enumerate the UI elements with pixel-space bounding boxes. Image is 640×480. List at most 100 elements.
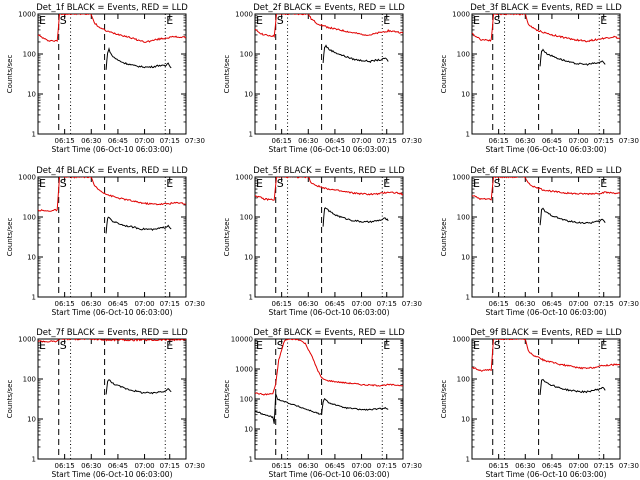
y-axis-label: Counts/sec (223, 218, 231, 257)
interval-flag: E (473, 14, 480, 27)
panel-title: Det_5f BLACK = Events, RED = LLD (253, 166, 405, 176)
panel-6: Det_6f BLACK = Events, RED = LLD 1 10 100 10… (440, 166, 639, 317)
x-tick-label: 07:30 (402, 462, 422, 470)
x-tick-label: 06:30 (298, 137, 318, 145)
y-tick-label: 1000 (18, 11, 36, 19)
y-tick-label: 10 (244, 426, 253, 434)
y-tick-label: 1 (249, 294, 253, 302)
y-tick-label: 1 (249, 456, 253, 464)
x-tick-label: 07:00 (568, 462, 588, 470)
panel-title: Det_6f BLACK = Events, RED = LLD (470, 166, 622, 176)
y-tick-label: 100 (240, 51, 253, 59)
y-tick-label: 100 (240, 214, 253, 222)
interval-flag: E (600, 14, 607, 27)
y-tick-label: 1000 (235, 11, 253, 19)
panel-3: Det_3f BLACK = Events, RED = LLD 1 10 100 10… (440, 3, 639, 154)
interval-flag: E (166, 14, 173, 27)
x-tick-label: 06:15 (489, 300, 509, 308)
panel-title: Det_9f BLACK = Events, RED = LLD (470, 328, 622, 338)
interval-flag: E (383, 177, 390, 190)
x-tick-label: 07:30 (402, 300, 422, 308)
panel-9: Det_9f BLACK = Events, RED = LLD 1 10 100 10… (440, 328, 639, 479)
y-tick-label: 1 (466, 456, 470, 464)
interval-flag: E (256, 177, 263, 190)
x-tick-label: 07:00 (134, 462, 154, 470)
y-tick-label: 100 (23, 376, 36, 384)
x-tick-label: 06:15 (272, 462, 292, 470)
y-tick-label: 1000 (452, 174, 470, 182)
interval-flag: E (39, 14, 46, 27)
x-tick-label: 06:30 (81, 137, 101, 145)
series-group (255, 339, 403, 424)
lld-series-line (255, 14, 403, 38)
interval-flag: E (256, 339, 263, 352)
interval-flag: E (600, 339, 607, 352)
y-tick-label: 1 (32, 294, 36, 302)
plot-frame (37, 13, 187, 135)
y-axis-label: Counts/sec (6, 55, 14, 94)
x-tick-label: 07:00 (568, 137, 588, 145)
interval-flag: E (473, 339, 480, 352)
interval-flag: S (60, 177, 67, 190)
x-axis-label: Start Time (06-Oct-10 06:03:00) (268, 470, 389, 479)
y-tick-label: 100 (23, 51, 36, 59)
y-axis-label: Counts/sec (223, 55, 231, 94)
plot-frame (37, 338, 187, 460)
x-tick-label: 06:30 (298, 462, 318, 470)
x-tick-label: 06:30 (81, 300, 101, 308)
y-tick-label: 1 (249, 131, 253, 139)
x-tick-label: 06:30 (515, 462, 535, 470)
x-tick-label: 07:15 (377, 462, 397, 470)
x-tick-label: 07:15 (377, 137, 397, 145)
panel-title: Det_4f BLACK = Events, RED = LLD (36, 166, 188, 176)
y-axis-label: Counts/sec (223, 380, 231, 419)
y-tick-label: 1 (466, 131, 470, 139)
y-axis-label: Counts/sec (6, 380, 14, 419)
x-tick-label: 06:45 (108, 462, 128, 470)
x-tick-label: 06:45 (325, 300, 345, 308)
interval-flag: S (60, 339, 67, 352)
panel-8: Det_8f BLACK = Events, RED = LLD 1 10 100 10… (223, 328, 422, 479)
events-series-line (322, 44, 389, 64)
interval-flag: S (277, 177, 284, 190)
x-tick-label: 06:15 (55, 300, 75, 308)
y-tick-label: 10 (27, 91, 36, 99)
series-group (472, 339, 620, 395)
y-tick-label: 1000 (18, 336, 36, 344)
y-axis-label: Counts/sec (440, 218, 448, 257)
panel-title: Det_2f BLACK = Events, RED = LLD (253, 3, 405, 13)
x-tick-label: 06:15 (272, 300, 292, 308)
x-tick-label: 07:30 (402, 137, 422, 145)
panel-7: Det_7f BLACK = Events, RED = LLD 1 10 100 10… (6, 328, 205, 479)
y-tick-label: 1000 (452, 11, 470, 19)
panel-title: Det_8f BLACK = Events, RED = LLD (253, 328, 405, 338)
lld-series-line (38, 177, 186, 212)
x-tick-label: 07:30 (619, 462, 639, 470)
series-group (38, 339, 186, 395)
interval-flag: E (383, 339, 390, 352)
x-axis-label: Start Time (06-Oct-10 06:03:00) (485, 308, 606, 317)
interval-flag: E (600, 177, 607, 190)
panel-4: Det_4f BLACK = Events, RED = LLD 1 10 100 10… (6, 166, 205, 317)
panel-title: Det_3f BLACK = Events, RED = LLD (470, 3, 622, 13)
plot-frame (37, 176, 187, 298)
series-group (38, 177, 186, 234)
y-tick-label: 10 (244, 254, 253, 262)
lld-series-line (255, 177, 403, 201)
interval-flag: E (166, 177, 173, 190)
x-tick-label: 06:45 (542, 300, 562, 308)
events-series-line (539, 378, 606, 395)
interval-flag: S (277, 339, 284, 352)
x-axis-label: Start Time (06-Oct-10 06:03:00) (485, 145, 606, 154)
lld-series-line (38, 14, 186, 43)
x-tick-label: 07:00 (351, 300, 371, 308)
interval-flag: E (39, 339, 46, 352)
events-series-line (322, 207, 389, 227)
x-tick-label: 07:00 (351, 137, 371, 145)
y-axis-label: Counts/sec (440, 55, 448, 94)
plot-frame (254, 176, 404, 298)
events-series-line (539, 207, 606, 226)
y-tick-label: 10 (461, 254, 470, 262)
interval-flag: S (494, 339, 501, 352)
y-tick-label: 10 (27, 416, 36, 424)
